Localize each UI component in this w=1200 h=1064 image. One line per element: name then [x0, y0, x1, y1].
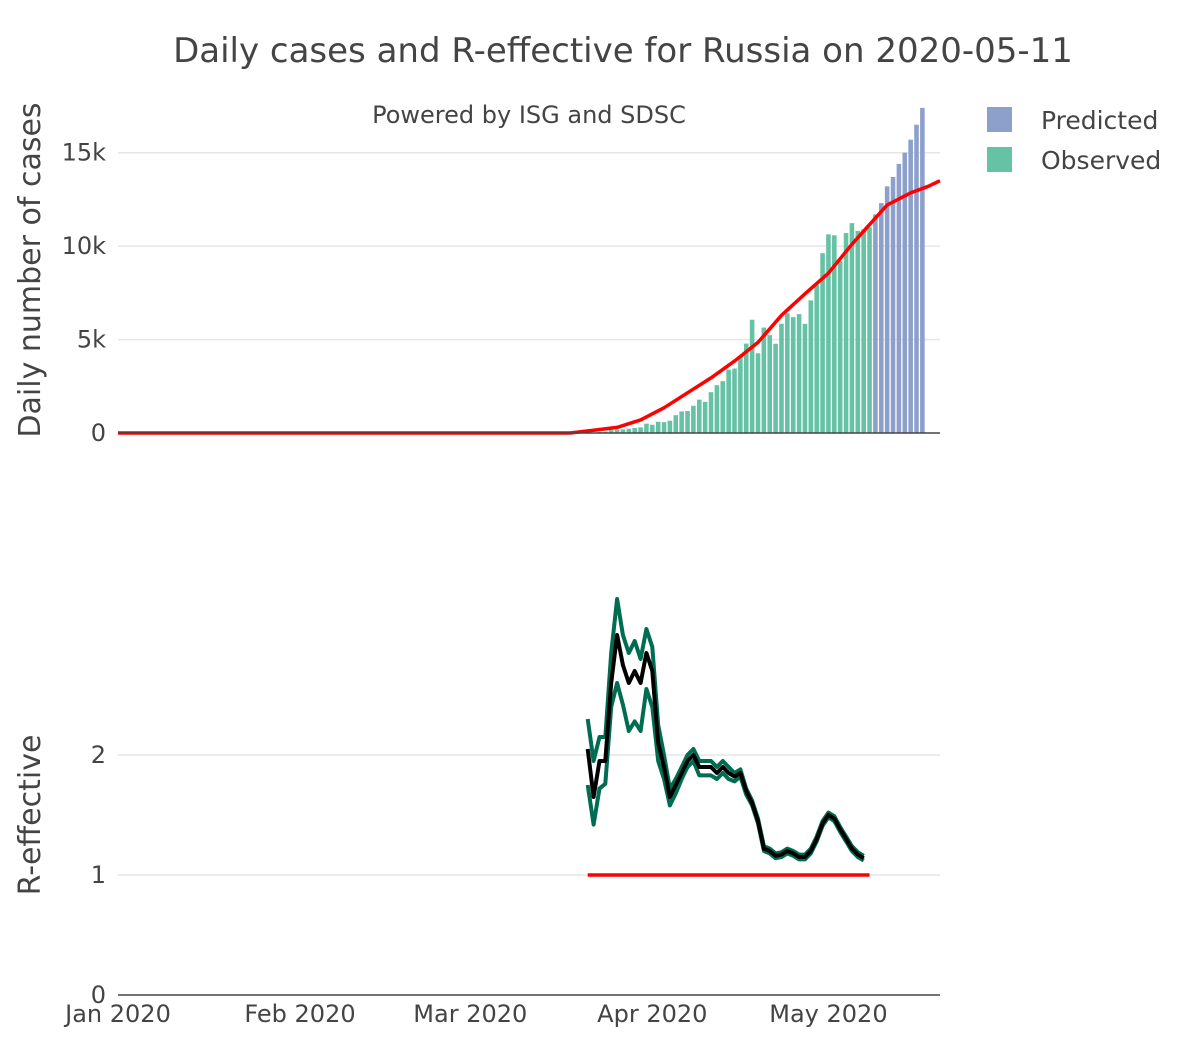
observed-bar — [667, 420, 673, 433]
observed-bar — [843, 233, 849, 433]
top-y-tick-label: 5k — [77, 326, 106, 354]
predicted-bar — [890, 177, 896, 433]
top-y-tick-label: 10k — [62, 232, 107, 260]
predicted-bar — [914, 124, 919, 433]
x-tick-label: Feb 2020 — [244, 1000, 355, 1028]
observed-bar — [743, 343, 749, 433]
observed-bar — [802, 323, 808, 433]
observed-bar — [761, 327, 767, 433]
predicted-bar — [878, 203, 884, 433]
top-panel-y-ticks: 0 5k 10k 15k — [62, 139, 107, 447]
observed-bar — [650, 424, 655, 433]
observed-bar — [661, 422, 667, 433]
bottom-y-tick-label: 1 — [91, 861, 106, 889]
predicted-bar — [896, 163, 902, 433]
x-tick-label: Apr 2020 — [597, 1000, 707, 1028]
observed-bar — [849, 223, 855, 433]
bottom-panel-y-ticks: 0 1 2 — [91, 741, 106, 1009]
observed-bar — [796, 314, 802, 433]
top-panel-fit — [118, 179, 941, 435]
top-y-tick-label: 15k — [62, 139, 107, 167]
observed-bar — [861, 229, 866, 433]
observed-bar — [749, 319, 755, 433]
x-tick-label: Mar 2020 — [413, 1000, 527, 1028]
observed-bar — [673, 415, 679, 433]
bottom-y-tick-label: 0 — [91, 981, 106, 1009]
predicted-bar — [908, 139, 913, 434]
observed-bar — [855, 230, 861, 433]
observed-bar — [638, 427, 643, 433]
legend: Predicted Observed — [987, 106, 1161, 175]
bottom-y-tick-label: 2 — [91, 741, 106, 769]
observed-bar — [655, 421, 661, 433]
r-effective-line — [585, 633, 865, 860]
top-y-axis-label: Daily number of cases — [13, 102, 48, 437]
observed-bar — [685, 411, 690, 433]
observed-bar — [779, 323, 784, 433]
observed-bar — [726, 369, 731, 433]
observed-bar — [808, 300, 814, 433]
chart-title: Daily cases and R-effective for Russia o… — [173, 31, 1073, 71]
observed-bar — [790, 317, 796, 433]
observed-bar — [708, 392, 714, 433]
observed-bar — [773, 343, 778, 433]
predicted-bar — [884, 186, 890, 433]
x-tick-label: Jan 2020 — [63, 1000, 171, 1028]
observed-bar — [696, 399, 702, 433]
legend-label-observed: Observed — [1041, 146, 1161, 175]
observed-bar — [626, 428, 632, 433]
top-panel-bars — [585, 107, 925, 434]
legend-swatch-predicted — [987, 107, 1012, 132]
observed-bar — [614, 429, 620, 433]
legend-label-predicted: Predicted — [1041, 106, 1158, 135]
observed-bar — [608, 429, 614, 433]
observed-bar — [644, 423, 649, 433]
predicted-bar — [902, 152, 908, 433]
observed-bar — [826, 234, 831, 433]
observed-bar — [832, 235, 837, 433]
observed-bar — [691, 405, 696, 433]
observed-bar — [732, 368, 737, 433]
observed-bar — [620, 429, 626, 433]
fit-line — [118, 179, 941, 435]
observed-bar — [867, 227, 872, 433]
bottom-y-axis-label: R-effective — [13, 735, 48, 896]
observed-bar — [837, 261, 843, 433]
observed-bar — [632, 427, 637, 433]
observed-bar — [767, 335, 773, 433]
bottom-panel-x-ticks: Jan 2020 Feb 2020 Mar 2020 Apr 2020 May 2020 — [63, 1000, 887, 1028]
observed-bar — [679, 411, 684, 433]
bottom-panel-grid — [118, 754, 940, 876]
top-y-tick-label: 0 — [91, 419, 106, 447]
observed-bar — [738, 356, 743, 433]
observed-bar — [702, 401, 708, 433]
observed-bar — [814, 284, 819, 433]
x-tick-label: May 2020 — [769, 1000, 887, 1028]
legend-swatch-observed — [987, 147, 1012, 172]
chart-annotation: Powered by ISG and SDSC — [372, 101, 686, 129]
observed-bar — [755, 353, 761, 433]
observed-bar — [714, 385, 720, 433]
observed-bar — [720, 381, 726, 433]
observed-bar — [820, 253, 825, 433]
predicted-bar — [920, 107, 925, 434]
predicted-bar — [873, 214, 878, 433]
bottom-panel-lines — [585, 597, 870, 877]
observed-bar — [785, 313, 790, 433]
